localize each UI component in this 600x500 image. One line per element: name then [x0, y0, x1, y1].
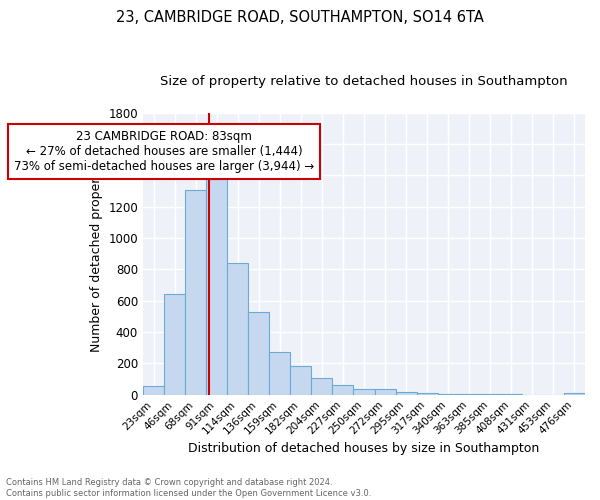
Bar — [290, 366, 311, 394]
Bar — [269, 352, 290, 395]
Bar — [353, 389, 374, 394]
Text: 23 CAMBRIDGE ROAD: 83sqm
← 27% of detached houses are smaller (1,444)
73% of sem: 23 CAMBRIDGE ROAD: 83sqm ← 27% of detach… — [14, 130, 314, 173]
Title: Size of property relative to detached houses in Southampton: Size of property relative to detached ho… — [160, 75, 568, 88]
Bar — [332, 386, 353, 394]
Bar — [164, 294, 185, 394]
Bar — [248, 312, 269, 394]
Bar — [395, 392, 416, 394]
Bar — [416, 393, 437, 394]
X-axis label: Distribution of detached houses by size in Southampton: Distribution of detached houses by size … — [188, 442, 539, 455]
Bar — [564, 393, 585, 394]
Bar — [374, 389, 395, 394]
Text: Contains HM Land Registry data © Crown copyright and database right 2024.
Contai: Contains HM Land Registry data © Crown c… — [6, 478, 371, 498]
Bar — [143, 386, 164, 394]
Bar — [206, 180, 227, 394]
Text: 23, CAMBRIDGE ROAD, SOUTHAMPTON, SO14 6TA: 23, CAMBRIDGE ROAD, SOUTHAMPTON, SO14 6T… — [116, 10, 484, 25]
Y-axis label: Number of detached properties: Number of detached properties — [90, 156, 103, 352]
Bar — [185, 190, 206, 394]
Bar — [227, 263, 248, 394]
Bar — [311, 378, 332, 394]
